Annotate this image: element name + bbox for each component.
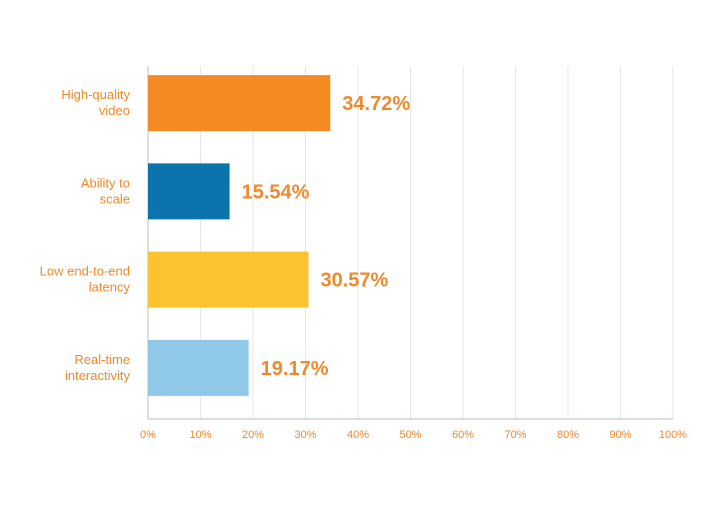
category-label-line: scale — [100, 191, 130, 206]
x-tick-label: 100% — [659, 429, 687, 441]
x-tick-label: 90% — [609, 429, 631, 441]
x-tick-label: 10% — [189, 429, 211, 441]
x-tick-label: 20% — [242, 429, 264, 441]
bar-2 — [148, 163, 230, 220]
x-tick-label: 70% — [504, 429, 526, 441]
value-labels: 34.72% 15.54% 30.57% 19.17% — [242, 93, 411, 380]
category-label: Low end-to-end latency — [40, 264, 131, 295]
value-label: 34.72% — [342, 93, 410, 115]
category-label: Ability to scale — [81, 175, 130, 206]
category-label-line: Ability to — [81, 175, 130, 190]
x-tick-label: 60% — [452, 429, 474, 441]
value-label: 30.57% — [320, 270, 388, 292]
category-label-line: Low end-to-end — [40, 264, 130, 279]
category-label: High-quality video — [61, 87, 130, 118]
bar-3 — [148, 251, 309, 308]
x-tick-label: 50% — [399, 429, 421, 441]
x-tick-label: 80% — [557, 429, 579, 441]
bars — [148, 75, 331, 396]
category-label-line: High-quality — [61, 87, 130, 102]
x-tick-label: 40% — [347, 429, 369, 441]
value-label: 19.17% — [261, 358, 329, 380]
x-tick-label: 30% — [294, 429, 316, 441]
category-label-line: interactivity — [65, 368, 131, 383]
category-label-line: latency — [89, 280, 131, 295]
value-label: 15.54% — [242, 181, 310, 203]
category-label-line: Real-time — [74, 352, 130, 367]
bar-1 — [148, 75, 331, 132]
category-label: Real-time interactivity — [65, 352, 131, 383]
category-label-line: video — [99, 103, 130, 118]
x-tick-labels: 0% 10% 20% 30% 40% 50% 60% 70% 80% 90% 100% — [140, 429, 687, 441]
category-labels: High-quality video Ability to scale Low end-… — [40, 87, 131, 383]
bar-4 — [148, 339, 249, 396]
x-tick-label: 0% — [140, 429, 156, 441]
